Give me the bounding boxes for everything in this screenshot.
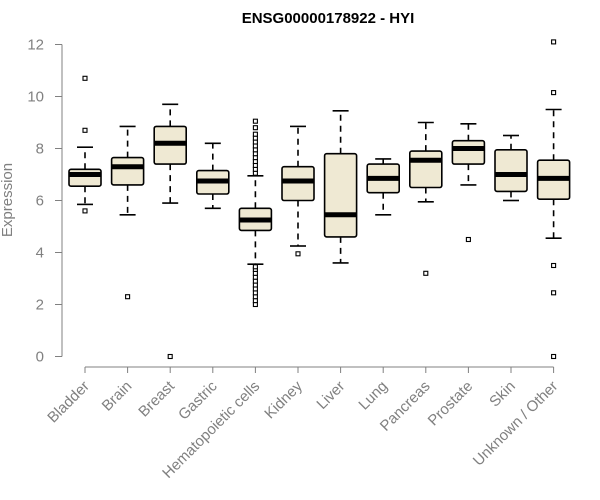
y-axis: 0 2 4 6 8 10 12: [27, 37, 63, 366]
x-tick-label: Kidney: [261, 377, 306, 422]
outlier-point: [167, 353, 173, 360]
outlier-point: [551, 290, 557, 296]
box: [281, 165, 315, 202]
box-group: [196, 142, 230, 210]
box-group: [281, 125, 315, 257]
outlier-point: [551, 90, 557, 96]
box-group: [323, 110, 358, 264]
outlier-point: [295, 251, 301, 257]
x-tick-label: Bladder: [44, 378, 93, 427]
box: [323, 152, 358, 238]
outlier-point: [551, 39, 557, 45]
outlier-point: [82, 127, 88, 133]
x-tick-label: Liver: [313, 378, 348, 413]
box: [494, 149, 528, 193]
y-tick-label: 8: [36, 141, 44, 158]
box: [68, 168, 102, 188]
outlier-point: [82, 208, 88, 214]
y-tick-label: 10: [27, 89, 44, 106]
outlier-point: [465, 236, 471, 243]
box-group: [536, 39, 571, 360]
box-group: [494, 134, 528, 202]
x-tick-label: Skin: [486, 378, 519, 411]
x-tick-label: Breast: [135, 377, 178, 420]
box-group: [68, 75, 102, 214]
box-group: [153, 103, 187, 360]
outlier-point: [82, 75, 88, 81]
chart-title: ENSG00000178922 - HYI: [242, 10, 415, 27]
plot-area: [68, 39, 571, 360]
y-tick-label: 2: [36, 297, 44, 314]
outlier-point: [423, 270, 429, 276]
outlier-point: [252, 264, 258, 270]
x-tick-label: Prostate: [425, 378, 477, 430]
outlier-point: [125, 294, 131, 300]
box-group: [238, 118, 273, 308]
y-tick-label: 6: [36, 193, 44, 210]
box-group: [366, 158, 401, 216]
y-axis-title: Expression: [0, 163, 16, 237]
x-tick-label: Brain: [99, 378, 136, 415]
y-tick-label: 0: [36, 349, 44, 366]
outlier-point: [252, 118, 258, 124]
y-tick-label: 4: [36, 245, 44, 262]
box: [110, 156, 145, 186]
outlier-point: [551, 262, 557, 269]
box-group: [408, 121, 443, 276]
box-group: [451, 123, 486, 243]
outlier-point: [252, 131, 258, 137]
box: [408, 150, 443, 189]
box: [451, 139, 486, 165]
box-group: [110, 125, 145, 300]
x-tick-label: Lung: [355, 378, 391, 414]
outlier-point: [252, 125, 258, 131]
y-tick-label: 12: [27, 37, 44, 54]
outlier-point: [551, 353, 557, 360]
